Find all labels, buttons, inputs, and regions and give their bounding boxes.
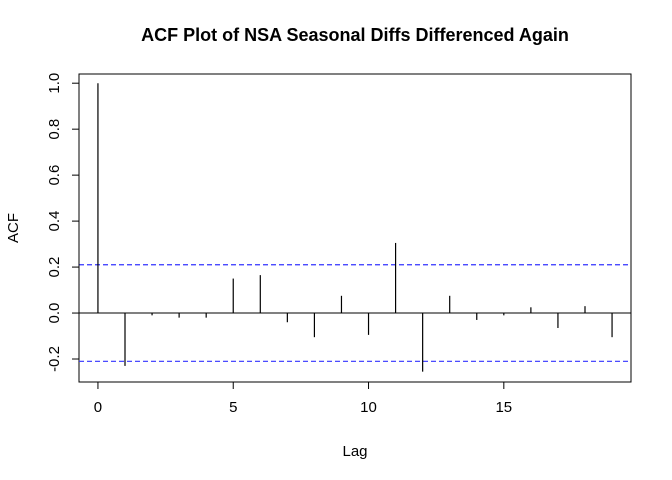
y-tick-label: 0.8	[46, 119, 63, 140]
x-tick-label: 15	[495, 399, 512, 416]
chart-title: ACF Plot of NSA Seasonal Diffs Differenc…	[141, 25, 569, 45]
y-tick-label: 1.0	[46, 73, 63, 94]
x-axis-label: Lag	[342, 443, 367, 460]
y-tick-label: 0.0	[46, 303, 63, 324]
y-axis-label: ACF	[5, 213, 22, 243]
plot-frame	[78, 73, 632, 383]
x-tick-label: 5	[229, 399, 237, 416]
y-tick-label: 0.2	[46, 257, 63, 278]
x-tick-label: 10	[360, 399, 377, 416]
y-tick-label: -0.2	[46, 346, 63, 372]
y-tick-label: 0.6	[46, 165, 63, 186]
x-tick-label: 0	[94, 399, 102, 416]
y-tick-label: 0.4	[46, 211, 63, 232]
